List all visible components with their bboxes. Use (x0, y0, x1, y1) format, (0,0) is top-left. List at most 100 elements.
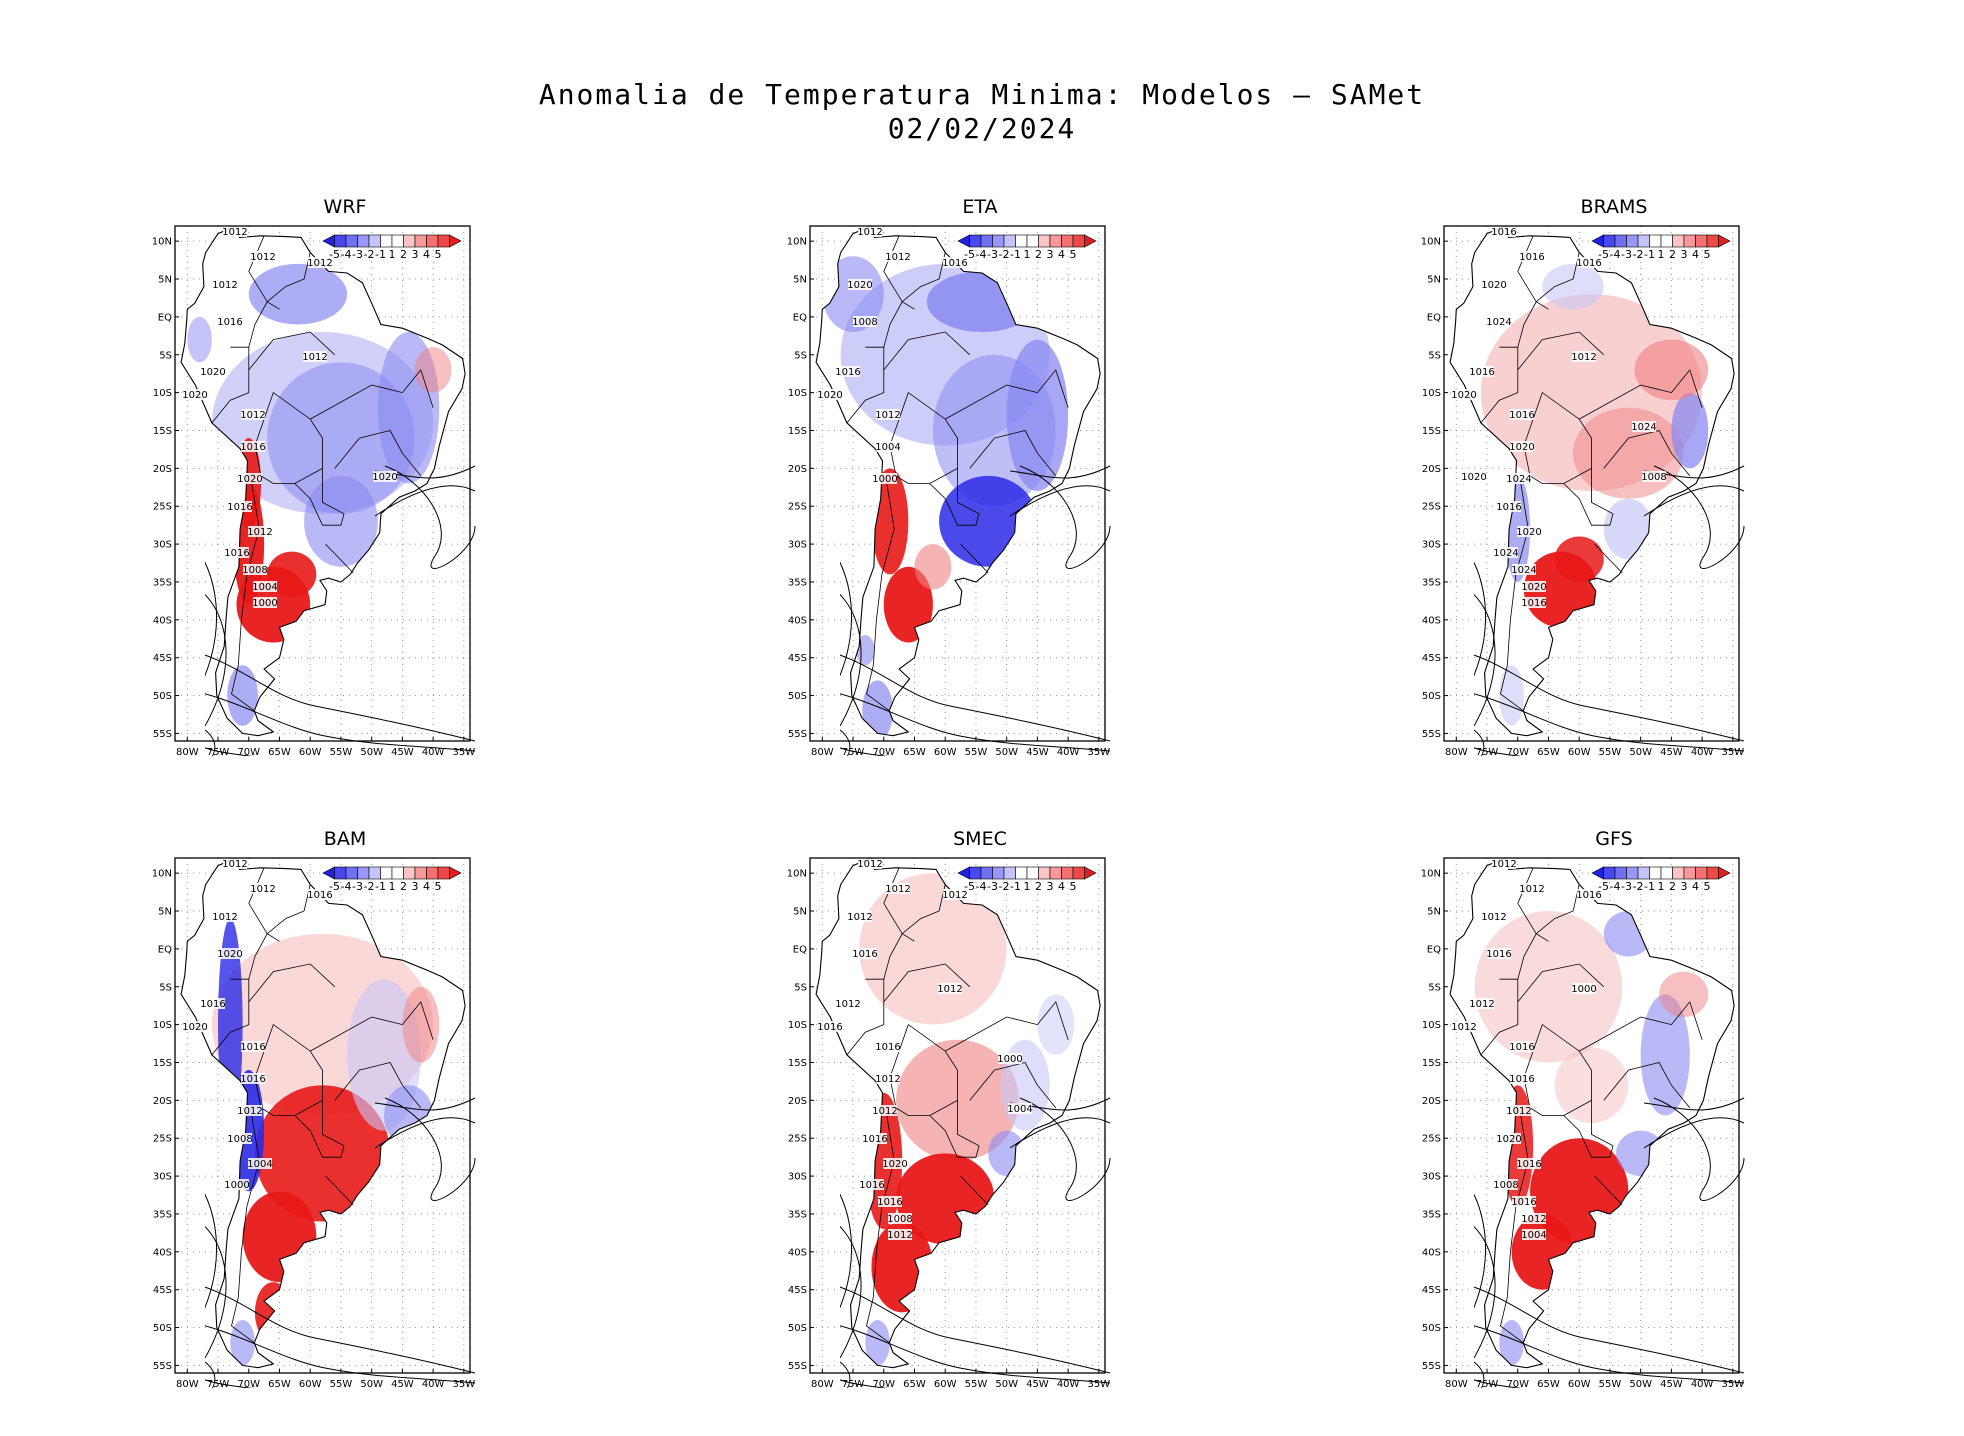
isobar-line (205, 729, 216, 756)
lat-tick-label: 10S (788, 1020, 807, 1031)
isobar-label: 1016 (217, 317, 242, 328)
isobar-label: 1016 (1509, 410, 1534, 421)
lon-tick-label: 60W (934, 747, 957, 756)
country-border (310, 369, 434, 420)
isobar-label: 1020 (217, 949, 242, 960)
anomaly-patch (230, 1319, 255, 1366)
colorbar-label: 3 (412, 880, 419, 893)
colorbar-label: -3 (1621, 248, 1632, 261)
isobar-label-bg (1452, 1021, 1476, 1032)
country-border (901, 884, 946, 942)
colorbar-swatch (1003, 866, 1016, 880)
isobar-line (205, 654, 476, 742)
panel-brams: BRAMS 1016 1016 1016 1020 1024 1016 1020 1016 10… (1414, 196, 1814, 756)
isobar-label: 1020 (182, 390, 207, 401)
colorbar-swatch (969, 866, 982, 880)
panel-wrf: WRF 1012 1012 1012 1012 1016 1020 1020 1012 1016… (145, 196, 545, 756)
anomaly-patch (402, 986, 440, 1063)
colorbar-label: -2 (364, 248, 375, 261)
colorbar-label: 4 (1058, 880, 1065, 893)
colorbar-label: 3 (1047, 880, 1054, 893)
lon-tick-label: 55W (965, 747, 988, 756)
isobar-labels: 1012 1012 1012 1012 1016 1020 1020 1012 1016 1020… (182, 226, 398, 609)
isobar-label: 1000 (1571, 984, 1596, 995)
isobar-label-bg (243, 564, 267, 575)
colorbar-label: 5 (435, 880, 442, 893)
lat-tick-label: 10N (787, 237, 807, 248)
borders (1480, 867, 1703, 1344)
panel-title: ETA (962, 196, 998, 218)
lat-tick-label: 35S (788, 1209, 807, 1220)
isobar-label: 1012 (885, 252, 910, 263)
lat-tick-label: 50S (788, 691, 807, 702)
isobar-label-bg (858, 858, 882, 869)
lon-tick-label: 80W (176, 1379, 199, 1388)
lat-tick-label: 30S (1422, 1172, 1441, 1183)
isobar-label: 1016 (942, 258, 967, 269)
colorbar-label: -4 (341, 880, 352, 893)
lat-tick-label: 25S (1422, 1134, 1441, 1145)
colorbar-label: -2 (364, 880, 375, 893)
isobar-label-bg (241, 409, 265, 420)
lat-tick-label: 10N (1421, 237, 1441, 248)
isobar-label-bg (1517, 1158, 1541, 1169)
lat-tick-label: 25S (788, 1134, 807, 1145)
isobar-line (840, 693, 1111, 752)
isobar-line (1019, 465, 1111, 569)
colorbar-label: -4 (976, 880, 987, 893)
colorbar-label: -1 (375, 880, 386, 893)
anomaly-patch (1554, 536, 1604, 582)
colorbar-swatch (345, 234, 358, 248)
colorbar-arrow-left (322, 866, 335, 880)
lat-tick-label: 15S (1422, 426, 1441, 437)
isobar-label-bg (1497, 1133, 1521, 1144)
country-border (1535, 884, 1580, 942)
colorbar-label: 4 (1058, 248, 1065, 261)
anomaly-patch (1037, 994, 1075, 1055)
isobars (205, 1097, 476, 1388)
colorbar-label: 3 (1047, 248, 1054, 261)
lat-tick-label: 40S (788, 1247, 807, 1258)
isobar-label-bg (1470, 998, 1494, 1009)
lon-tick-label: 80W (1445, 1379, 1468, 1388)
isobar-label: 1012 (875, 1074, 900, 1085)
axis-labels: 10N 5N EQ 5S 10S 15S 20S 25S 30S 35S 40S 45S 50S 55S 8… (1421, 237, 1744, 756)
lat-tick-label: 5N (1427, 907, 1441, 918)
colorbar-label: 4 (423, 880, 430, 893)
lon-tick-label: 75W (842, 747, 865, 756)
isobar-labels: 1012 1012 1016 1012 1016 1012 1012 1016 1016 1012… (1451, 858, 1602, 1241)
lon-tick-label: 60W (1568, 1379, 1591, 1388)
colorbar: -5 -4 -3 -2 -1 1 2 3 4 5 (322, 866, 462, 893)
colorbar-swatch (1672, 866, 1685, 880)
isobar-label-bg (883, 1158, 907, 1169)
lat-tick-label: 5N (793, 275, 807, 286)
colorbar-swatch (1637, 234, 1650, 248)
isobar-line (205, 693, 476, 752)
colorbar-label: 5 (1070, 880, 1077, 893)
isobar-label: 1012 (222, 227, 247, 238)
isobar-label-bg (201, 366, 225, 377)
anomaly-field (211, 918, 440, 1366)
colorbar-label: 2 (1035, 880, 1042, 893)
isobar-line (1474, 1361, 1485, 1388)
isobar-label: 1012 (847, 912, 872, 923)
country-border (969, 430, 1057, 477)
isobar-label-bg (1577, 889, 1601, 900)
colorbar-label: 2 (1669, 248, 1676, 261)
colorbar-label: -4 (1610, 880, 1621, 893)
isobar-label-bg (1522, 597, 1546, 608)
isobar-label-bg (1632, 421, 1656, 432)
isobar-line (840, 729, 851, 756)
isobar-label: 1012 (885, 884, 910, 895)
colorbar-label: 5 (435, 248, 442, 261)
isobars (1474, 465, 1745, 756)
colorbar-swatch (1706, 866, 1719, 880)
lon-tick-label: 50W (360, 747, 383, 756)
colorbar: -5 -4 -3 -2 -1 1 2 3 4 5 (957, 866, 1097, 893)
isobar-label: 1012 (1521, 1214, 1546, 1225)
lon-tick-label: 55W (1599, 747, 1622, 756)
colorbar-arrow-left (1591, 866, 1604, 880)
isobar-label-bg (248, 1158, 272, 1169)
isobar-label-bg (248, 526, 272, 537)
isobar-label: 1012 (302, 352, 327, 363)
